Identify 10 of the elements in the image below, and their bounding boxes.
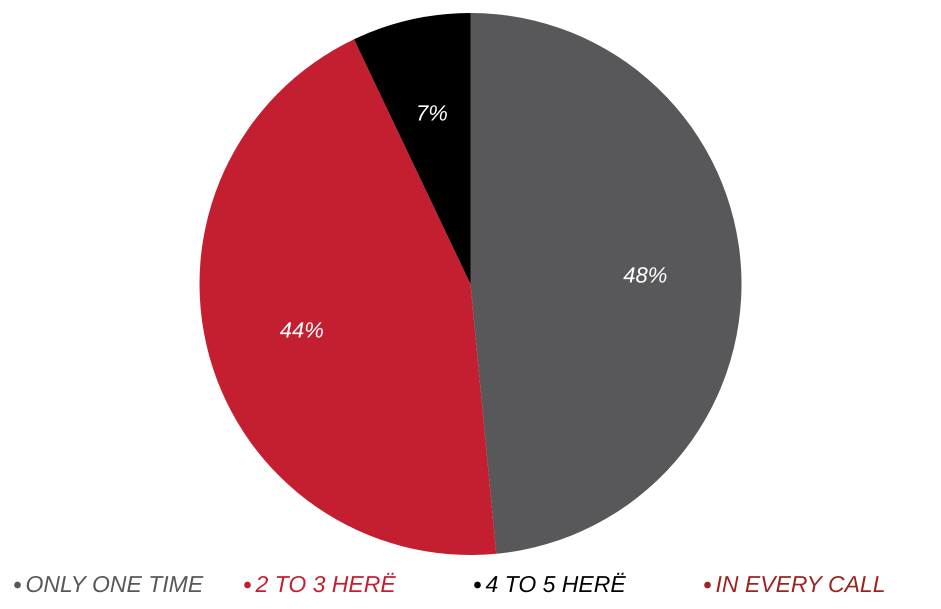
- legend-label: ONLY ONE TIME: [26, 571, 204, 597]
- legend-label: IN EVERY CALL: [716, 571, 886, 597]
- legend-label: 2 TO 3 HERË: [254, 571, 396, 597]
- pie-slice: [470, 13, 742, 554]
- data-label: 44%: [280, 318, 324, 343]
- pie-slice: [354, 13, 470, 284]
- pie-slice: [200, 39, 496, 555]
- data-label: 7%: [416, 100, 448, 126]
- data-label: 48%: [623, 262, 668, 288]
- legend-label: 4 TO 5 HERË: [486, 571, 626, 597]
